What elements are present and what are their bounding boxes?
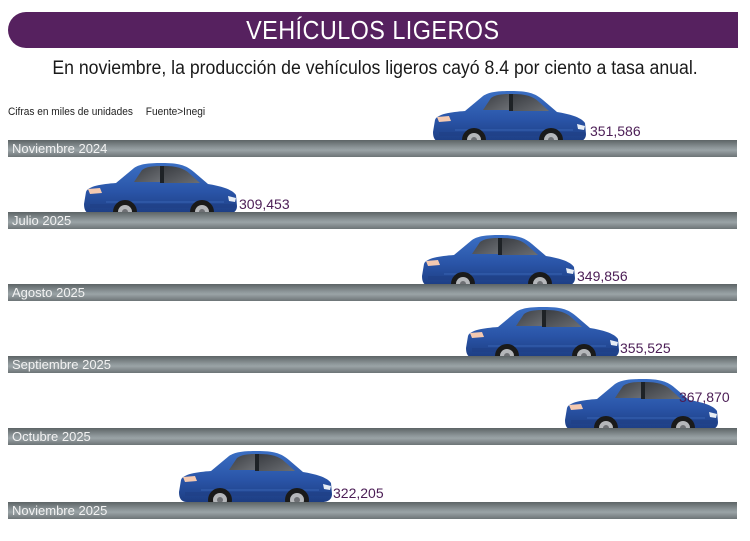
chart-notes: Cifras en miles de unidades Fuente>Inegi xyxy=(8,106,218,118)
chart-subtitle: En noviembre, la producción de vehículos… xyxy=(52,58,698,79)
chart-title: VEHÍCULOS LIGEROS xyxy=(246,14,500,45)
row-label: Noviembre 2024 xyxy=(12,141,108,156)
chart-row-octubre-2025: 367,870 Octubre 2025 xyxy=(0,374,750,446)
chart-row-noviembre-2025: 322,205 Noviembre 2025 xyxy=(0,446,750,519)
data-value: 351,586 xyxy=(590,123,641,139)
data-value: 349,856 xyxy=(577,268,628,284)
row-label: Julio 2025 xyxy=(12,213,72,228)
chart-row-julio-2025: 309,453 Julio 2025 xyxy=(0,158,750,230)
row-label: Agosto 2025 xyxy=(12,285,86,300)
title-banner: VEHÍCULOS LIGEROS xyxy=(8,12,738,48)
source-note: Fuente>Inegi xyxy=(145,106,206,118)
data-value: 309,453 xyxy=(239,196,290,212)
road-bar: Julio 2025 xyxy=(8,212,737,229)
chart-row-noviembre-2024: 351,586 Noviembre 2024 xyxy=(0,86,750,158)
road-bar: Octubre 2025 xyxy=(8,428,737,445)
road-bar: Noviembre 2024 xyxy=(8,140,737,157)
chart-row-septiembre-2025: 355,525 Septiembre 2025 xyxy=(0,302,750,374)
data-value: 367,870 xyxy=(679,389,730,405)
row-label: Noviembre 2025 xyxy=(12,503,108,518)
chart-row-agosto-2025: 349,856 Agosto 2025 xyxy=(0,230,750,302)
row-label: Octubre 2025 xyxy=(12,429,91,444)
road-bar: Noviembre 2025 xyxy=(8,502,737,519)
row-label: Septiembre 2025 xyxy=(12,357,112,372)
road-bar: Agosto 2025 xyxy=(8,284,737,301)
data-value: 355,525 xyxy=(620,340,671,356)
road-bar: Septiembre 2025 xyxy=(8,356,737,373)
data-value: 322,205 xyxy=(333,485,384,501)
units-note: Cifras en miles de unidades xyxy=(8,106,133,118)
